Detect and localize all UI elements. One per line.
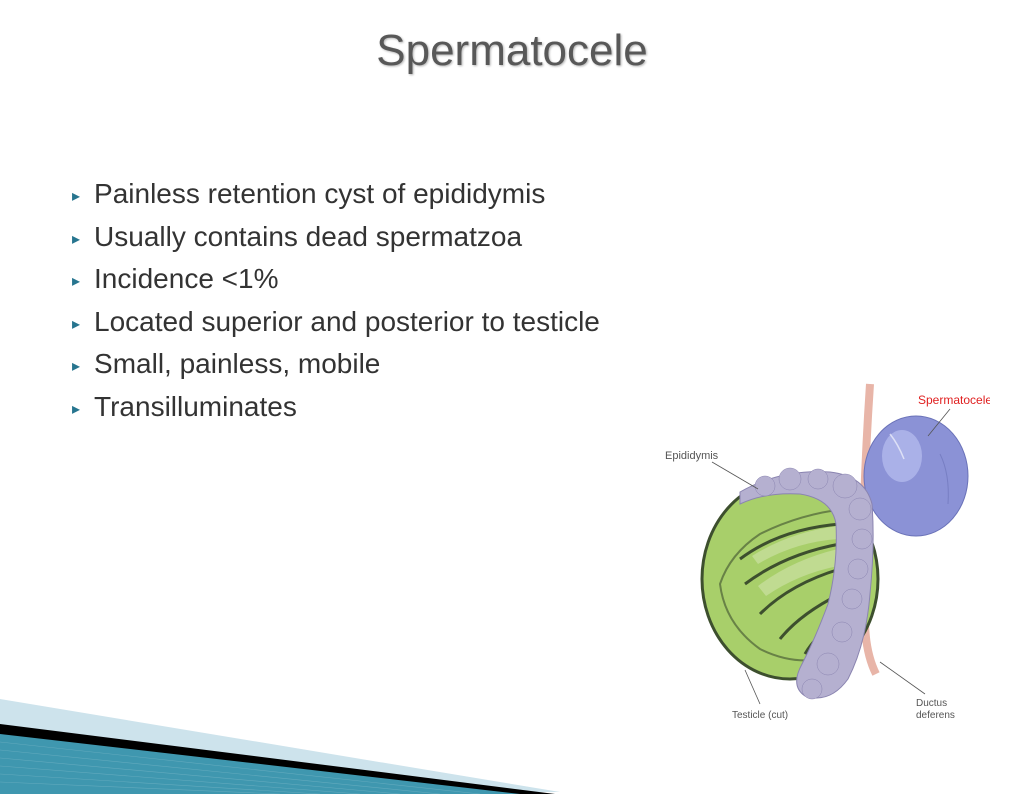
diagram-label-testicle: Testicle (cut)	[732, 710, 788, 721]
diagram-label-epididymis: Epididymis	[665, 450, 719, 462]
diagram-label-ductus-2: deferens	[916, 710, 955, 721]
bullet-item: ▸ Located superior and posterior to testi…	[72, 302, 952, 343]
bullet-item: ▸ Painless retention cyst of epididymis	[72, 174, 952, 215]
bullet-marker-icon: ▸	[72, 270, 80, 293]
diagram-label-spermatocele: Spermatocele	[918, 393, 990, 407]
bullet-marker-icon: ▸	[72, 228, 80, 251]
bullet-text: Painless retention cyst of epididymis	[94, 174, 545, 215]
bullet-text: Small, painless, mobile	[94, 344, 380, 385]
bullet-item: ▸ Incidence <1%	[72, 259, 952, 300]
slide-title: Spermatocele	[0, 26, 1024, 76]
bullet-marker-icon: ▸	[72, 355, 80, 378]
anatomy-diagram: Epididymis Spermatocele Testicle (cut) D…	[640, 364, 990, 724]
bullet-marker-icon: ▸	[72, 313, 80, 336]
diagram-label-ductus-1: Ductus	[916, 698, 947, 709]
bullet-text: Located superior and posterior to testic…	[94, 302, 600, 343]
bullet-item: ▸ Usually contains dead spermatzoa	[72, 217, 952, 258]
bullet-text: Usually contains dead spermatzoa	[94, 217, 522, 258]
bullet-marker-icon: ▸	[72, 398, 80, 421]
bullet-text: Transilluminates	[94, 387, 297, 428]
bullet-text: Incidence <1%	[94, 259, 278, 300]
corner-decoration	[0, 624, 560, 794]
bullet-marker-icon: ▸	[72, 185, 80, 208]
